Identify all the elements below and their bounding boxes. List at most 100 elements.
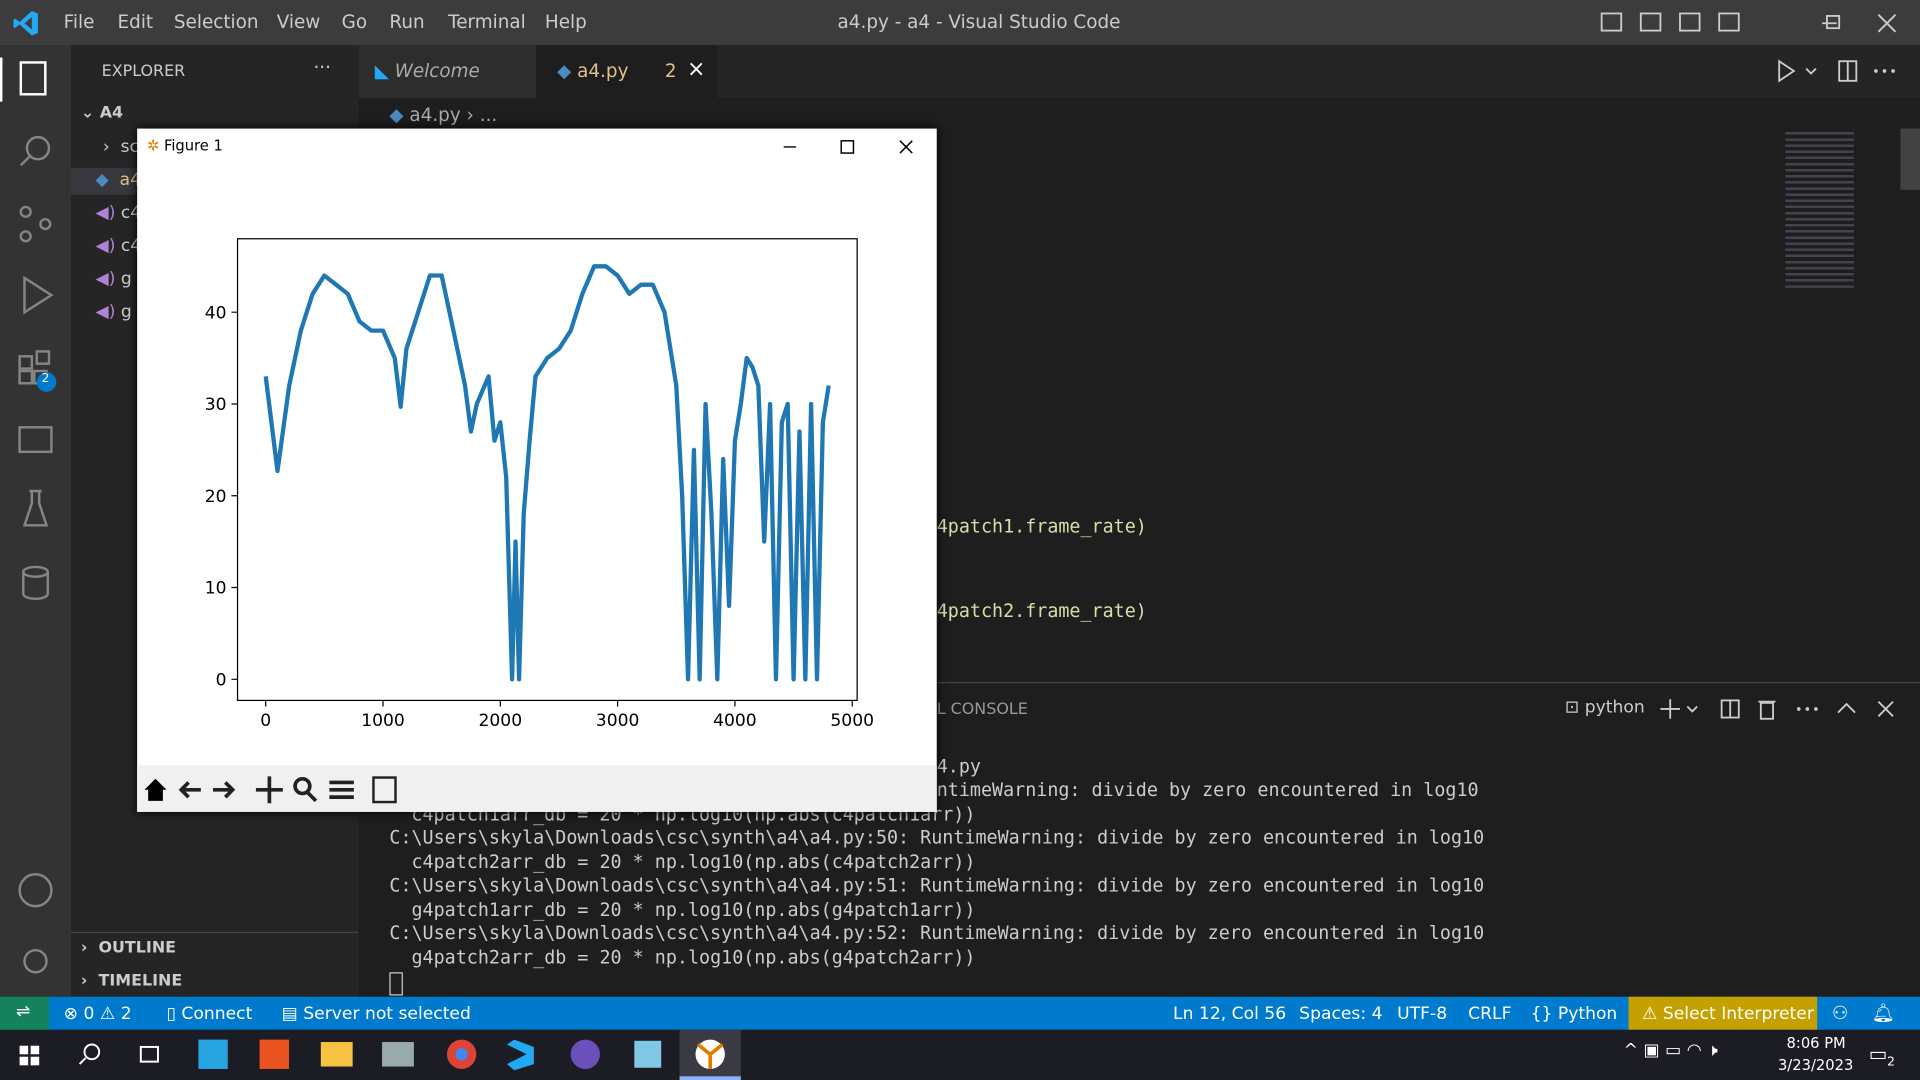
y-tick-label: 20 (205, 487, 227, 507)
indentation[interactable]: Spaces: 4 (1299, 1004, 1383, 1024)
vscode-logo (13, 11, 38, 36)
menu-help[interactable]: Help (544, 11, 587, 34)
terminal-line: 4.py (936, 755, 981, 778)
toolbar-buttons[interactable] (137, 765, 419, 812)
menu-file[interactable]: File (63, 11, 95, 34)
x-tick-label: 2000 (479, 711, 523, 731)
y-tick-label: 40 (205, 303, 227, 323)
figure-window-controls[interactable] (774, 133, 933, 160)
tab[interactable] (358, 45, 537, 98)
terminal-line: C:\Users\skyla\Downloads\csc\synth\a4\a4… (389, 874, 1485, 897)
server-label: Server not selected (303, 1004, 471, 1024)
breadcrumb-rest: ... (479, 104, 498, 127)
clock-time[interactable]: 8:06 PM (1786, 1034, 1846, 1052)
terminal-cursor (389, 972, 403, 996)
server-status[interactable]: ▤ Server not selected (281, 1004, 471, 1024)
code-line: 4patch2.frame_rate) (936, 600, 1147, 623)
folder-item[interactable]: › sc (102, 137, 139, 157)
menu-edit[interactable]: Edit (117, 11, 154, 34)
shell-select[interactable]: ⊡ python (1564, 697, 1645, 718)
x-tick-label: 4000 (713, 711, 757, 731)
cursor-position[interactable]: Ln 12, Col 56 (1173, 1004, 1287, 1024)
interpreter-status[interactable]: ⚠ Select Interpreter (1642, 1004, 1814, 1024)
panel-border (358, 682, 1920, 684)
tab-problems: 2 (664, 60, 677, 83)
interpreter-label: Select Interpreter (1662, 1004, 1814, 1024)
file-name: a4 (119, 170, 142, 190)
window-controls[interactable] (1592, 10, 1920, 37)
folder-root[interactable]: ⌄ A4 (80, 104, 124, 123)
taskbar-icons[interactable] (0, 1029, 759, 1080)
x-tick-label: 0 (260, 711, 271, 731)
shell-name: python (1584, 697, 1645, 718)
section-name: OUTLINE (98, 939, 177, 958)
x-tick-label: 1000 (361, 711, 405, 731)
chart: 0 1000 2000 3000 4000 5000 0 10 20 30 40 (205, 238, 874, 731)
activity-icons[interactable] (0, 45, 71, 996)
menu-run[interactable]: Run (389, 11, 425, 34)
menu-view[interactable]: View (276, 11, 321, 34)
y-tick-label: 0 (216, 670, 227, 690)
panel-tab[interactable]: L CONSOLE (936, 700, 1028, 719)
terminal-line: g4patch1arr_db = 20 * np.log10(np.abs(g4… (389, 898, 976, 921)
file-item[interactable]: ◀) c4 (95, 236, 142, 256)
title-bar (0, 0, 1920, 46)
remote-indicator[interactable] (0, 996, 49, 1030)
tab-welcome[interactable]: ◣ Welcome (374, 60, 480, 83)
connect-status[interactable]: ▯ Connect (166, 1004, 253, 1024)
language-label: Python (1557, 1004, 1618, 1024)
terminal-line: g4patch2arr_db = 20 * np.log10(np.abs(g4… (389, 946, 976, 969)
x-tick-label: 3000 (596, 711, 640, 731)
breadcrumb-file: a4.py (409, 104, 461, 127)
section-name: TIMELINE (98, 972, 183, 991)
tab-label: Welcome (394, 60, 480, 83)
file-name: c4 (120, 203, 142, 223)
menu-go[interactable]: Go (341, 11, 368, 34)
eol[interactable]: CRLF (1468, 1004, 1512, 1024)
sidebar-more[interactable]: ··· (313, 56, 331, 79)
tab-active[interactable] (536, 45, 718, 98)
menu-terminal[interactable]: Terminal (448, 11, 526, 34)
plot-frame (236, 238, 858, 702)
panel-actions[interactable] (1656, 696, 1901, 723)
status-icons[interactable]: ⚇ 🔔︎ (1831, 1001, 1895, 1024)
notification-count: 2 (1887, 1055, 1895, 1070)
problems-status[interactable]: ⊗ 0 ⚠ 2 (63, 1004, 132, 1024)
encoding[interactable]: UTF-8 (1397, 1004, 1448, 1024)
data-line (263, 264, 831, 682)
window-title: a4.py - a4 - Visual Studio Code (837, 11, 1121, 34)
menu-selection[interactable]: Selection (173, 11, 259, 34)
outline-section[interactable]: › OUTLINE (80, 939, 177, 958)
file-item[interactable]: ◀) g (95, 269, 132, 289)
terminal-line: ntimeWarning: divide by zero encountered… (936, 778, 1479, 801)
tray-icons[interactable]: ^ ▣ ▭ ◠ 🕨︎ (1623, 1040, 1718, 1061)
file-name: c4 (120, 236, 142, 256)
figure-window: ✲ Figure 1 0 1000 2000 3000 4000 5000 0 10 20 30 4… (137, 128, 937, 812)
warnings: 2 (120, 1004, 132, 1024)
minimap (1785, 128, 1854, 288)
taskbar (0, 1029, 1920, 1080)
file-item[interactable]: ◀) c4 (95, 203, 142, 223)
scrollbar (1900, 128, 1920, 190)
connect-label: Connect (181, 1004, 253, 1024)
remote-icon: ⇌ (15, 1001, 31, 1022)
language-mode[interactable]: {} Python (1530, 1004, 1618, 1024)
y-tick-label: 30 (205, 395, 227, 415)
y-tick-label: 10 (205, 579, 227, 599)
file-item[interactable]: ◀) g (95, 302, 132, 323)
x-tick-label: 5000 (830, 711, 874, 731)
tab-a4[interactable]: ◆ a4.py (557, 60, 629, 83)
file-name: sc (120, 137, 139, 157)
figure-title: Figure 1 (163, 137, 223, 155)
clock-date[interactable]: 3/23/2023 (1777, 1056, 1854, 1074)
tab-label: a4.py (577, 60, 629, 83)
notifications[interactable]: ▭2 (1868, 1042, 1895, 1070)
editor-actions[interactable] (1773, 56, 1908, 85)
breadcrumb[interactable]: ◆ a4.py › ... (389, 104, 498, 127)
extensions-badge: 2 (41, 372, 50, 386)
terminal-line: C:\Users\skyla\Downloads\csc\synth\a4\a4… (389, 826, 1485, 849)
tab-close[interactable]: × (686, 56, 706, 83)
file-item[interactable]: ◆ a4 (95, 170, 142, 190)
timeline-section[interactable]: › TIMELINE (80, 972, 183, 991)
